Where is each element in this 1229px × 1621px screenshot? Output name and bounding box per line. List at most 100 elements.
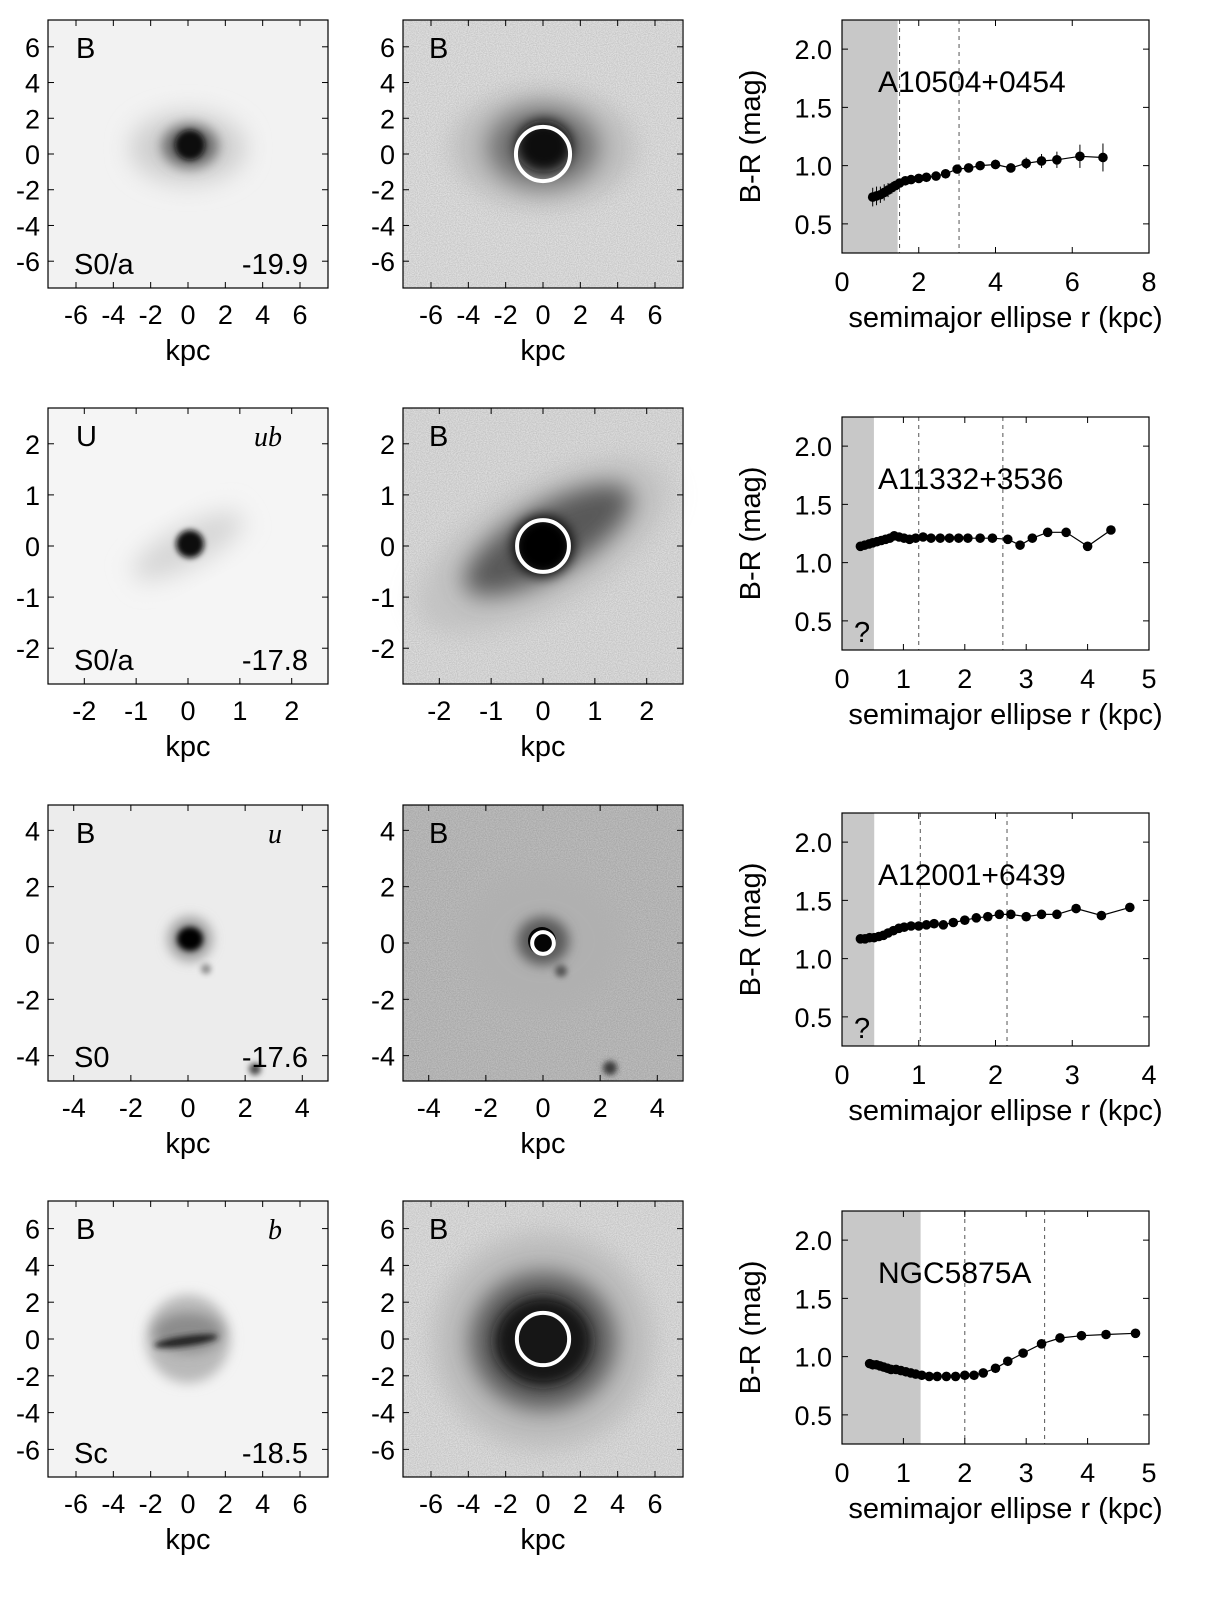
data-point (978, 1368, 989, 1378)
morphological-type-label: S0 (74, 1042, 109, 1074)
x-tick-label: 0 (535, 696, 550, 726)
data-point (941, 1371, 952, 1382)
x-tick-label: 4 (255, 1489, 270, 1519)
inner-shaded-region (842, 417, 874, 650)
data-point (944, 533, 955, 543)
qualifier-label: ub (254, 422, 282, 453)
data-point (963, 533, 973, 543)
plot-frame (841, 1210, 1150, 1445)
band-label: B (76, 818, 95, 850)
y-tick-label: 1.0 (794, 152, 832, 182)
data-point (983, 911, 993, 922)
x-axis-label: semimajor ellipse r (kpc) (848, 1493, 1162, 1525)
x-tick-label: -6 (419, 300, 443, 330)
y-tick-label: 2 (25, 430, 40, 460)
data-point (1130, 1328, 1141, 1339)
y-tick-label: 0 (25, 532, 40, 562)
data-point (926, 533, 936, 543)
y-tick-label: 4 (380, 816, 395, 846)
y-tick-label: 0 (380, 929, 395, 959)
x-tick-label: 2 (639, 696, 654, 726)
y-tick-label: 6 (25, 33, 40, 63)
panel-row-a12001: -4 -4 -2 -2 0 0 2 2 4 4 kpc B u S0 -17.6 -4 -4 -2 -2 0 0 2 2 4… (16, 804, 1163, 1160)
x-tick-label: -1 (479, 696, 503, 726)
y-tick-label: 0 (380, 140, 395, 170)
y-axis-label: B-R (mag) (735, 70, 767, 204)
color-profile-panel: 0 1 2 3 4 5 0.5 1.0 1.5 2.0 NGC5875A semimajor elli… (735, 1210, 1163, 1525)
data-point (953, 533, 964, 543)
x-tick-label: 4 (1080, 1458, 1095, 1488)
galaxy-image (451, 90, 635, 206)
x-tick-label: -6 (64, 300, 88, 330)
y-tick-label: -4 (16, 211, 40, 241)
data-point (1036, 1339, 1047, 1349)
data-point (1098, 152, 1108, 163)
color-profile-panel: 0 1 2 3 4 0.5 1.0 1.5 2.0 A12001+6439? semimajor e… (735, 812, 1163, 1127)
x-tick-label: 2 (573, 300, 588, 330)
y-tick-label: 6 (380, 1215, 395, 1245)
data-point (969, 1370, 979, 1381)
data-point (1125, 902, 1135, 913)
x-tick-label: -2 (474, 1093, 498, 1123)
y-tick-label: 2 (25, 873, 40, 903)
y-tick-label: 0 (25, 929, 40, 959)
y-tick-label: 2.0 (794, 828, 832, 858)
aperture-circle (530, 930, 556, 956)
y-tick-label: 2.0 (794, 1226, 832, 1256)
x-tick-label: -4 (101, 1489, 125, 1519)
data-point (940, 168, 951, 179)
data-point (987, 533, 998, 543)
data-point (913, 921, 924, 931)
y-tick-label: 0.5 (794, 607, 832, 637)
galaxy-name: A12001+6439 (878, 859, 1066, 892)
x-axis-label: semimajor ellipse r (kpc) (848, 302, 1162, 334)
x-tick-label: 8 (1141, 267, 1156, 297)
x-tick-label: 3 (1019, 664, 1034, 694)
data-point (1021, 911, 1031, 922)
x-tick-label: 1 (232, 696, 247, 726)
x-tick-label: -4 (417, 1093, 441, 1123)
x-tick-label: 0 (834, 664, 849, 694)
morphological-type-label: S0/a (74, 249, 135, 281)
left-image-panel: -4 -4 -2 -2 0 0 2 2 4 4 kpc B u S0 -17.6 (16, 804, 329, 1160)
inner-shaded-region (842, 20, 898, 253)
y-tick-label: 1.5 (794, 1284, 832, 1314)
data-point (918, 532, 928, 542)
y-tick-label: -2 (16, 1362, 40, 1392)
data-point (1002, 534, 1013, 545)
x-tick-label: -4 (62, 1093, 86, 1123)
band-label: B (76, 1214, 95, 1246)
y-tick-label: 0.5 (794, 210, 832, 240)
inner-shaded-region (842, 813, 875, 1046)
galaxy-image (132, 511, 244, 581)
right-image-panel: -2 -2 -1 -1 0 0 1 1 2 2 kpc B (371, 407, 684, 763)
band-label: B (429, 818, 448, 850)
absolute-magnitude-label: -17.8 (242, 645, 308, 677)
x-tick-label: 2 (957, 1458, 972, 1488)
absolute-magnitude-label: -19.9 (242, 249, 308, 281)
y-tick-label: 2 (25, 104, 40, 134)
x-tick-label: 2 (988, 1060, 1003, 1090)
data-point (1106, 525, 1116, 535)
x-tick-label: 5 (1141, 1458, 1156, 1488)
data-point (1027, 533, 1038, 543)
data-point (971, 913, 982, 923)
x-tick-label: 0 (535, 300, 550, 330)
aperture-circle (515, 518, 571, 574)
y-tick-label: -2 (371, 1362, 395, 1392)
y-tick-label: 2.0 (794, 35, 832, 65)
data-point (1015, 540, 1025, 550)
data-point (960, 1370, 970, 1381)
y-tick-label: 2 (380, 104, 395, 134)
y-tick-label: 1.5 (794, 886, 832, 916)
data-point (924, 1371, 934, 1382)
data-point (1082, 541, 1093, 552)
y-tick-label: -6 (16, 1435, 40, 1465)
absolute-magnitude-label: -18.5 (242, 1438, 308, 1470)
data-point (917, 1370, 927, 1381)
x-tick-label: 2 (218, 1489, 233, 1519)
y-tick-label: 6 (380, 33, 395, 63)
x-tick-label: 0 (535, 1489, 550, 1519)
